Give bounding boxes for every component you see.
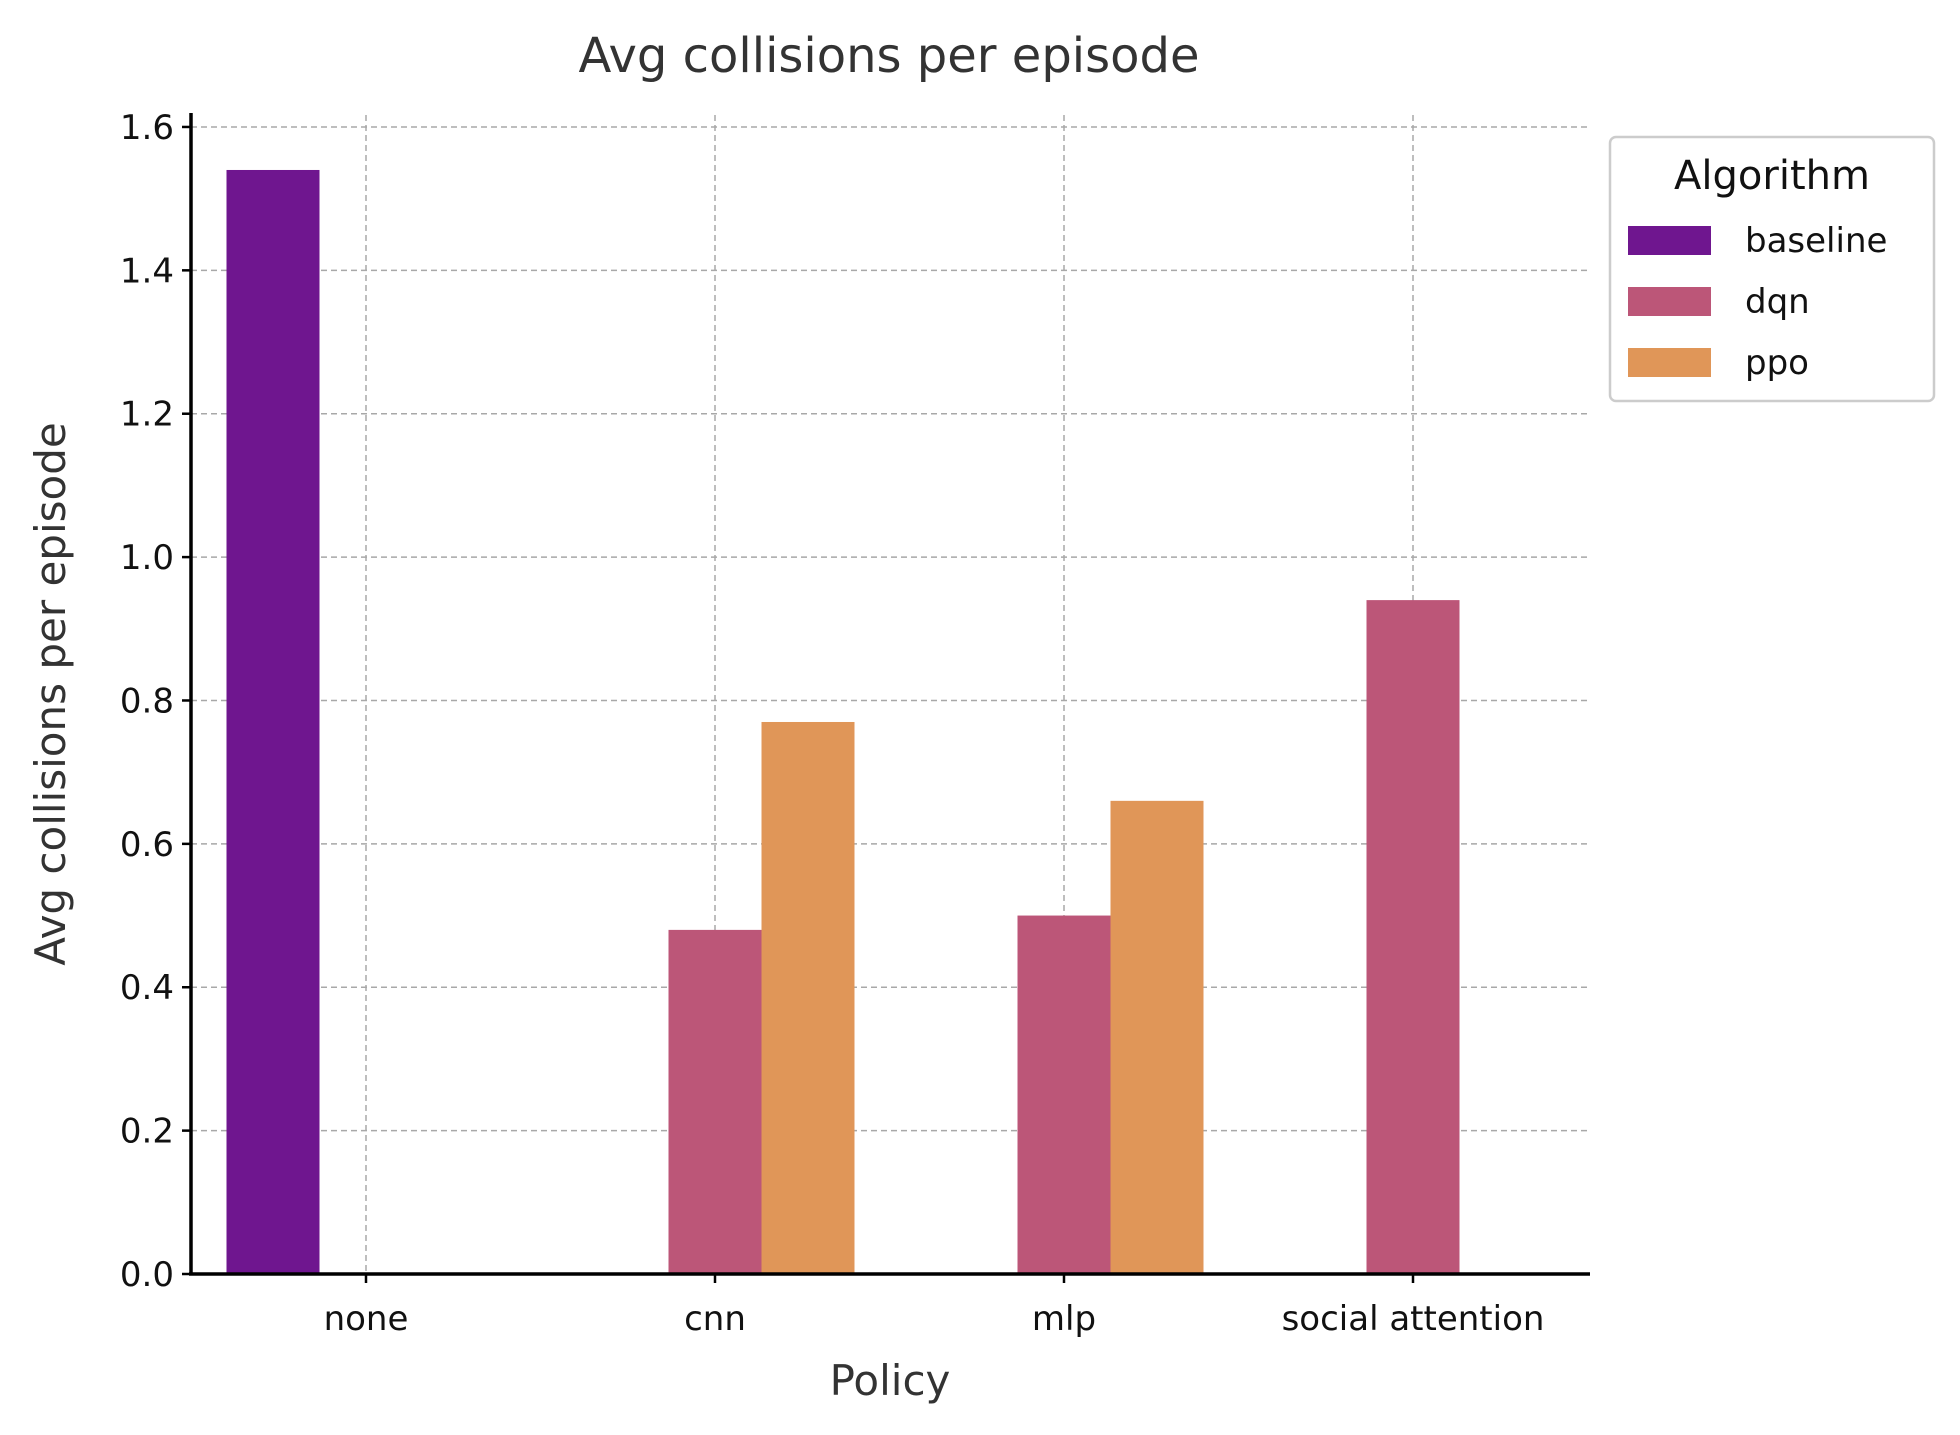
chart-title: Avg collisions per episode: [578, 28, 1199, 84]
bars: [226, 169, 1460, 1274]
legend-label-baseline: baseline: [1745, 221, 1887, 261]
bar-dqn-mlp: [1017, 915, 1111, 1274]
x-axis-label: Policy: [830, 1356, 951, 1405]
axes: [189, 113, 1590, 1276]
bar-ppo-mlp: [1110, 800, 1204, 1274]
bar-ppo-cnn: [761, 721, 855, 1274]
legend-swatch-ppo: [1628, 348, 1711, 377]
y-tick-label: 1.4: [120, 251, 174, 291]
y-axis-label: Avg collisions per episode: [26, 422, 75, 965]
legend-swatch-baseline: [1628, 226, 1711, 255]
legend-frame: [1608, 135, 1936, 403]
y-tick-label: 0.4: [120, 968, 174, 1008]
y-tick-label: 1.6: [120, 108, 174, 148]
legend-label-ppo: ppo: [1745, 343, 1809, 383]
bar-dqn-social-attention: [1366, 600, 1460, 1274]
legend-swatch-dqn: [1628, 287, 1711, 316]
y-tick-label: 0.2: [120, 1112, 174, 1152]
x-tick-label: none: [324, 1299, 409, 1339]
legend-items: baseline dqn ppo: [1628, 221, 1887, 383]
ticks: 0.0 0.2 0.4 0.6 0.8 1.0 1.2 1.4 1.6 none cnn mlp soc…: [120, 108, 1545, 1339]
legend: Algorithm baseline dqn ppo: [1608, 135, 1936, 403]
bar-dqn-cnn: [668, 929, 762, 1274]
x-tick-label: mlp: [1032, 1299, 1096, 1339]
y-tick-label: 0.8: [120, 681, 174, 721]
legend-label-dqn: dqn: [1745, 282, 1810, 322]
y-tick-label: 0.6: [120, 825, 174, 865]
y-tick-label: 0.0: [120, 1255, 174, 1295]
legend-title: Algorithm: [1674, 153, 1870, 199]
y-tick-label: 1.0: [120, 538, 174, 578]
x-tick-label: cnn: [684, 1299, 746, 1339]
bar-baseline-none: [226, 169, 320, 1274]
y-tick-label: 1.2: [120, 395, 174, 435]
x-tick-label: social attention: [1282, 1299, 1545, 1339]
